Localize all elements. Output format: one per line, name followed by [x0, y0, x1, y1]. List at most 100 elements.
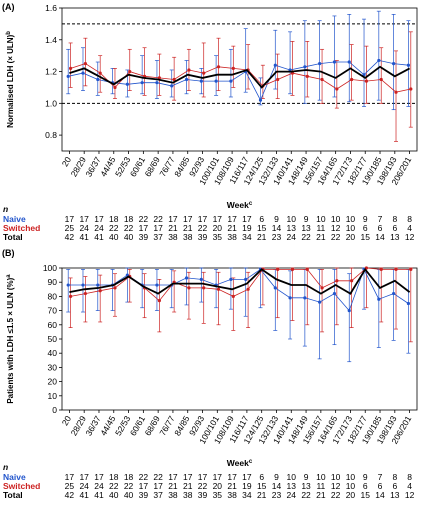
- n-table-cell: 17: [65, 472, 75, 482]
- data-point-naive: [199, 277, 203, 281]
- n-table-cell: 21: [183, 481, 193, 491]
- n-table-cell: 17: [94, 214, 104, 224]
- n-table-cell: 21: [183, 223, 193, 233]
- n-table-cell: 6: [259, 214, 264, 224]
- n-table-row-label: Switched: [3, 223, 40, 233]
- n-table-cell: 9: [304, 214, 309, 224]
- n-table-cell: 12: [331, 481, 341, 491]
- data-point-switched: [320, 286, 324, 290]
- n-table-cell: 38: [168, 232, 178, 242]
- series-line-switched: [70, 63, 411, 93]
- data-point-switched: [276, 267, 280, 272]
- n-table-cell: 17: [227, 214, 237, 224]
- n-table-cell: 20: [346, 232, 356, 242]
- n-table-cell: 15: [360, 490, 370, 500]
- n-table-cell: 17: [242, 214, 252, 224]
- data-point-naive: [155, 81, 159, 85]
- n-table-cell: 22: [124, 223, 134, 233]
- n-table-cell: 6: [378, 223, 383, 233]
- series-line-total: [69, 267, 411, 295]
- n-table-cell: 39: [139, 490, 149, 500]
- n-table-cell: 39: [139, 232, 149, 242]
- n-table-cell: 21: [257, 232, 267, 242]
- data-point-naive: [199, 79, 203, 83]
- n-table-cell: 40: [124, 490, 134, 500]
- x-tick-label: 20: [60, 414, 74, 427]
- n-table-cell: 38: [168, 490, 178, 500]
- n-table-cell: 21: [257, 490, 267, 500]
- data-point-naive: [96, 77, 100, 82]
- data-point-switched: [216, 287, 221, 291]
- data-point-switched: [394, 90, 398, 94]
- data-point-switched: [98, 71, 102, 75]
- n-table-cell: 9: [304, 472, 309, 482]
- y-tick-label: 90: [48, 277, 58, 287]
- n-table-cell: 22: [153, 472, 163, 482]
- n-table-cell: 25: [65, 223, 75, 233]
- n-table-cell: 9: [274, 214, 279, 224]
- data-point-naive: [288, 296, 292, 300]
- n-table-cell: 18: [124, 472, 134, 482]
- n-table-cell: 24: [287, 232, 297, 242]
- data-point-switched: [394, 267, 398, 272]
- n-table-cell: 12: [405, 232, 415, 242]
- data-point-naive: [229, 79, 233, 83]
- n-table-cell: 17: [65, 214, 75, 224]
- n-table-cell: 14: [375, 232, 385, 242]
- data-point-naive: [244, 277, 248, 281]
- n-table-cell: 10: [346, 481, 356, 491]
- data-point-switched: [202, 71, 206, 75]
- n-table-cell: 18: [109, 472, 119, 482]
- data-point-naive: [66, 283, 70, 287]
- n-table-cell: 12: [331, 223, 341, 233]
- n-table-cell: 13: [390, 490, 400, 500]
- n-table-cell: 41: [79, 232, 89, 242]
- n-table-cell: 13: [301, 223, 311, 233]
- x-axis-label-text: Week: [227, 458, 249, 468]
- n-table-cell: 7: [378, 472, 383, 482]
- n-table-cell: 17: [213, 472, 223, 482]
- n-table-cell: 21: [316, 232, 326, 242]
- n-table-cell: 8: [407, 472, 412, 482]
- n-table-cell: 10: [287, 214, 297, 224]
- n-table-cell: 21: [168, 223, 178, 233]
- y-tick-label: 80: [48, 291, 58, 301]
- data-point-naive: [406, 63, 411, 67]
- data-point-switched: [320, 77, 324, 82]
- n-table-cell: 14: [272, 481, 282, 491]
- n-table-cell: 18: [109, 214, 119, 224]
- series-line-switched: [70, 267, 411, 302]
- y-axis-label: Patients with LDH ≤1.5 × ULN (%)a: [6, 274, 15, 404]
- data-point-naive: [184, 276, 189, 280]
- n-table-cell: 17: [183, 472, 193, 482]
- n-table-cell: 18: [124, 214, 134, 224]
- n-table-cell: 34: [242, 232, 252, 242]
- data-point-switched: [364, 79, 369, 83]
- panel-label: (A): [2, 2, 15, 12]
- n-table-cell: 24: [287, 490, 297, 500]
- data-point-naive: [229, 277, 233, 281]
- data-point-switched: [231, 294, 235, 298]
- x-tick-label: 20: [60, 155, 74, 168]
- x-axis-label-superscript: c: [249, 459, 253, 465]
- n-table-cell: 17: [183, 214, 193, 224]
- n-table-cell: 20: [213, 481, 223, 491]
- n-table-cell: 20: [346, 490, 356, 500]
- y-tick-label: 50: [48, 334, 58, 344]
- y-tick-label: 1.2: [45, 67, 57, 77]
- y-axis-label: Normalised LDH (× ULN)b: [6, 31, 15, 128]
- n-table-cell: 22: [109, 481, 119, 491]
- n-table-cell: 6: [392, 481, 397, 491]
- data-point-naive: [258, 98, 263, 102]
- n-table-cell: 42: [65, 490, 75, 500]
- data-point-naive: [214, 79, 218, 83]
- n-table-cell: 8: [392, 472, 397, 482]
- n-table-row-label: Total: [3, 232, 23, 242]
- data-point-switched: [350, 279, 354, 283]
- n-table-cell: 9: [274, 472, 279, 482]
- n-table-cell: 38: [183, 490, 193, 500]
- n-table-cell: 35: [213, 232, 223, 242]
- n-table-cell: 22: [153, 214, 163, 224]
- y-axis-label-superscript: b: [6, 31, 12, 35]
